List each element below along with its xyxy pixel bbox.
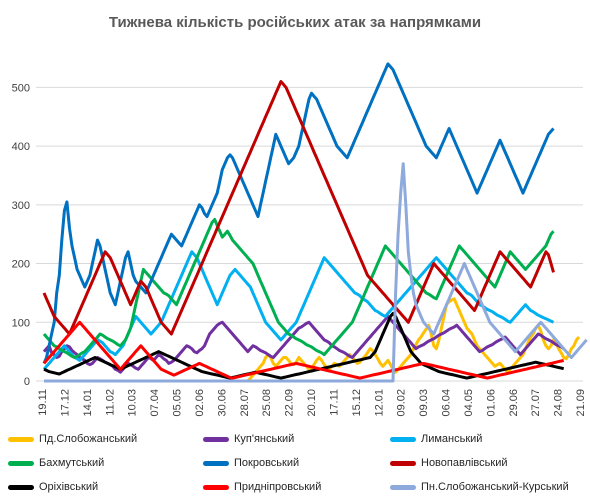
legend-item: Пд.Слобожанський xyxy=(8,433,137,445)
x-tick-label: 05.05 xyxy=(172,389,184,417)
y-tick-label: 200 xyxy=(12,259,30,271)
y-axis-tick-labels: 0 100 200 300 400 500 xyxy=(12,82,30,388)
legend-swatch xyxy=(8,484,34,490)
legend-label: Лиманський xyxy=(421,433,483,445)
series-line-2 xyxy=(42,250,555,371)
x-tick-label: 09.02 xyxy=(396,389,408,417)
legend-swatch xyxy=(8,460,34,466)
legend-item: Пн.Слобожанський-Курський xyxy=(390,481,569,493)
legend-item: Оріхівський xyxy=(8,481,98,493)
legend-swatch xyxy=(390,460,416,466)
x-axis-tick-labels: 19.11 17.12 14.01 11.02 10.03 07.04 05.05 02.06… xyxy=(37,389,587,417)
legend-item: Бахмутський xyxy=(8,457,104,469)
x-tick-label: 21.09 xyxy=(575,389,587,417)
x-tick-label: 28.07 xyxy=(239,389,251,417)
chart-title: Тижнева кількість російських атак за нап… xyxy=(108,14,482,31)
x-tick-label: 04.05 xyxy=(463,389,475,417)
x-tick-label: 24.08 xyxy=(553,389,565,417)
legend-swatch xyxy=(203,436,229,442)
x-tick-label: 29.06 xyxy=(508,389,520,417)
x-tick-label: 01.06 xyxy=(485,389,497,417)
y-tick-label: 100 xyxy=(12,317,30,329)
x-tick-label: 17.11 xyxy=(328,389,340,416)
x-tick-label: 19.11 xyxy=(37,389,49,416)
legend-label: Бахмутський xyxy=(39,457,105,469)
legend-swatch xyxy=(390,484,416,490)
legend-label: Пн.Слобожанський-Курський xyxy=(421,481,569,493)
x-tick-label: 30.06 xyxy=(216,389,228,417)
x-tick-label: 12.01 xyxy=(373,389,385,417)
line-chart: 0 100 200 300 400 500 19.11 17.12 14.01 11.02 10.… xyxy=(12,62,588,417)
y-tick-label: 0 xyxy=(24,376,30,388)
x-tick-label: 15.12 xyxy=(351,389,363,417)
series-line-5 xyxy=(42,80,555,336)
series-line-8 xyxy=(44,162,588,383)
legend-label: Придніпровський xyxy=(234,481,322,493)
legend-item: Придніпровський xyxy=(203,481,321,493)
x-tick-label: 17.12 xyxy=(59,389,71,417)
x-tick-label: 22.09 xyxy=(284,389,296,417)
legend-swatch xyxy=(203,484,229,490)
x-tick-label: 07.04 xyxy=(149,389,161,417)
x-tick-label: 27.07 xyxy=(530,389,542,417)
series-lines xyxy=(42,62,588,383)
y-tick-label: 300 xyxy=(12,200,30,212)
series-line-7 xyxy=(42,320,565,380)
legend-item: Лиманський xyxy=(390,433,482,445)
legend: Пд.Слобожанський Куп'янський Лиманський Бах… xyxy=(0,430,590,502)
legend-item: Новопавлівський xyxy=(390,457,507,469)
legend-label: Пд.Слобожанський xyxy=(39,433,138,445)
legend-item: Покровський xyxy=(203,457,299,469)
legend-label: Новопавлівський xyxy=(421,457,508,469)
y-tick-label: 500 xyxy=(12,82,30,94)
x-tick-label: 10.03 xyxy=(127,389,139,417)
legend-swatch xyxy=(390,436,416,442)
legend-label: Оріхівський xyxy=(39,481,99,493)
series-line-3 xyxy=(42,218,555,359)
legend-label: Покровський xyxy=(234,457,300,469)
x-tick-label: 11.02 xyxy=(104,389,116,416)
x-tick-label: 09.03 xyxy=(418,389,430,417)
legend-label: Куп'янський xyxy=(234,433,295,445)
x-tick-label: 02.06 xyxy=(194,389,206,417)
x-tick-label: 20.10 xyxy=(306,389,318,417)
legend-item: Куп'янський xyxy=(203,433,294,445)
legend-swatch xyxy=(203,460,229,466)
x-tick-label: 14.01 xyxy=(82,389,94,417)
x-tick-label: 06.04 xyxy=(441,389,453,417)
y-tick-label: 400 xyxy=(12,141,30,153)
series-line-4 xyxy=(42,62,555,364)
x-tick-label: 25.08 xyxy=(261,389,273,417)
legend-swatch xyxy=(8,436,34,442)
